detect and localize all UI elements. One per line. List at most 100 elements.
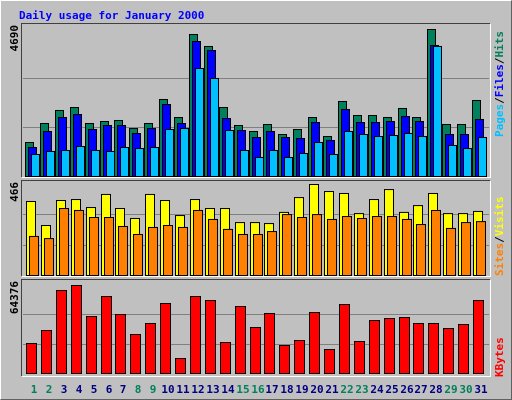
bar bbox=[314, 141, 323, 177]
x-tick-label: 31 bbox=[474, 383, 488, 396]
x-tick-label: 20 bbox=[310, 383, 323, 396]
bar bbox=[433, 45, 442, 178]
bar bbox=[220, 341, 231, 375]
bar bbox=[31, 153, 40, 177]
bar bbox=[106, 150, 115, 177]
legend-entry: Visits bbox=[493, 197, 506, 237]
bar bbox=[374, 136, 383, 177]
bar bbox=[223, 228, 233, 277]
bar bbox=[178, 226, 188, 277]
bar bbox=[269, 149, 278, 178]
legend-entry: Hits bbox=[493, 31, 506, 58]
legend-separator: / bbox=[493, 57, 506, 64]
bar bbox=[443, 327, 454, 375]
x-tick-label: 19 bbox=[295, 383, 308, 396]
bar bbox=[41, 329, 52, 375]
bar bbox=[369, 319, 380, 375]
panel-bevel-light bbox=[21, 23, 491, 178]
bar bbox=[190, 295, 201, 374]
bar bbox=[297, 217, 307, 277]
bar bbox=[384, 318, 395, 374]
x-tick-label: 30 bbox=[459, 383, 472, 396]
y-max-label: 466 bbox=[8, 182, 21, 202]
x-tick-label: 5 bbox=[91, 383, 98, 396]
bar bbox=[74, 209, 84, 277]
panel-bevel-light bbox=[21, 279, 491, 377]
legend-entry: Pages bbox=[493, 104, 506, 137]
bar bbox=[387, 216, 397, 277]
legend-entry: KBytes bbox=[493, 337, 506, 377]
x-tick-label: 15 bbox=[236, 383, 249, 396]
bar bbox=[282, 214, 292, 277]
bar bbox=[235, 305, 246, 375]
x-tick-label: 4 bbox=[76, 383, 83, 396]
bar bbox=[165, 128, 174, 178]
bar bbox=[428, 322, 439, 374]
x-tick-label: 25 bbox=[385, 383, 398, 396]
bar bbox=[44, 238, 54, 276]
x-tick-label: 12 bbox=[191, 383, 204, 396]
bar bbox=[413, 322, 424, 374]
bar bbox=[255, 157, 264, 177]
x-tick-label: 17 bbox=[265, 383, 278, 396]
x-tick-label: 3 bbox=[61, 383, 68, 396]
bar bbox=[264, 312, 275, 375]
x-tick-label: 29 bbox=[444, 383, 457, 396]
legend: Pages/Files/Hits bbox=[493, 31, 506, 137]
bar bbox=[399, 317, 410, 374]
bar bbox=[56, 290, 67, 374]
bar bbox=[404, 132, 413, 177]
legend: KBytes bbox=[493, 337, 506, 377]
bar bbox=[416, 224, 426, 277]
bar bbox=[458, 323, 469, 375]
bar bbox=[446, 227, 456, 277]
legend-entry: Files bbox=[493, 64, 506, 97]
bar bbox=[250, 327, 261, 374]
bar bbox=[418, 136, 427, 177]
bar bbox=[448, 145, 457, 178]
bar bbox=[59, 208, 69, 277]
bar bbox=[294, 340, 305, 374]
bar bbox=[101, 295, 112, 374]
x-tick-label: 10 bbox=[161, 383, 174, 396]
bar bbox=[324, 349, 335, 374]
bar bbox=[115, 313, 126, 374]
bar bbox=[357, 217, 367, 277]
bar bbox=[238, 233, 248, 276]
x-tick-label: 9 bbox=[150, 383, 157, 396]
legend-entry: Sites bbox=[493, 243, 506, 276]
x-tick-label: 16 bbox=[251, 383, 265, 396]
bar bbox=[180, 128, 189, 177]
x-tick-label: 11 bbox=[176, 383, 190, 396]
x-tick-label: 24 bbox=[370, 383, 384, 396]
bar bbox=[160, 302, 171, 374]
x-tick-label: 22 bbox=[340, 383, 353, 396]
bar bbox=[478, 137, 487, 177]
panel-bevel-dark bbox=[21, 23, 491, 178]
bar bbox=[463, 148, 472, 178]
x-tick-label: 6 bbox=[106, 383, 113, 396]
x-tick-label: 26 bbox=[400, 383, 414, 396]
bar bbox=[71, 285, 82, 374]
x-tick-label: 23 bbox=[355, 383, 368, 396]
x-tick-label: 7 bbox=[120, 383, 127, 396]
panel-bevel-light bbox=[21, 180, 491, 277]
x-tick-label: 2 bbox=[46, 383, 53, 396]
bar bbox=[91, 149, 100, 178]
y-max-label: 64376 bbox=[8, 281, 21, 314]
bar bbox=[279, 345, 290, 374]
bar bbox=[354, 340, 365, 375]
bar bbox=[89, 217, 99, 277]
bar bbox=[26, 343, 37, 374]
bar bbox=[312, 214, 322, 277]
bar bbox=[389, 135, 398, 178]
bar bbox=[359, 134, 368, 177]
bar bbox=[402, 218, 412, 277]
x-tick-label: 18 bbox=[280, 383, 293, 396]
bar bbox=[461, 222, 471, 276]
bar bbox=[130, 333, 141, 374]
bar bbox=[135, 148, 144, 178]
y-max-label: 4690 bbox=[8, 25, 21, 52]
bar bbox=[372, 216, 382, 277]
